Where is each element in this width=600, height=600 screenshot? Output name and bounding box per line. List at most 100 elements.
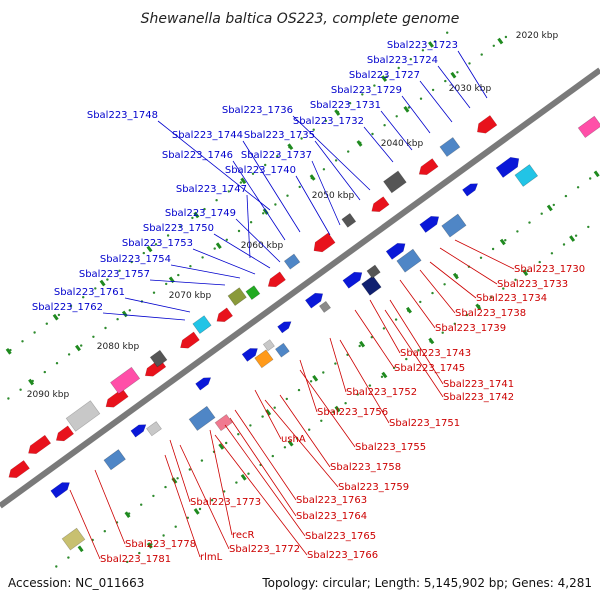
gene-label-reverse[interactable]: Sbal223_1765 [305, 531, 376, 542]
gene-label-reverse[interactable]: Sbal223_1778 [125, 539, 196, 550]
gene-label-reverse[interactable]: rlmL [200, 552, 223, 563]
gene-arrow[interactable] [50, 482, 70, 499]
gene-label-forward[interactable]: Sbal223_1724 [367, 55, 438, 66]
gene-arrow[interactable] [130, 424, 147, 438]
gene-block[interactable] [227, 287, 247, 306]
gene-block[interactable] [262, 339, 275, 352]
gene-label-forward[interactable]: Sbal223_1729 [331, 85, 402, 96]
gene-label-reverse[interactable]: Sbal223_1751 [389, 418, 460, 429]
track-dot [538, 260, 541, 264]
leader-line [169, 439, 191, 503]
gene-block[interactable] [103, 449, 126, 471]
gene-arrow[interactable] [462, 183, 479, 197]
gene-arrow[interactable] [418, 158, 439, 176]
gene-label-reverse[interactable]: Sbal223_1741 [443, 379, 514, 390]
gene-block[interactable] [110, 366, 141, 395]
gene-arrow[interactable] [8, 460, 30, 479]
gene-label-reverse[interactable]: Sbal223_1755 [355, 442, 426, 453]
gene-label-reverse[interactable]: Sbal223_1772 [229, 544, 300, 555]
gene-arrow[interactable] [180, 331, 200, 349]
gene-arrow[interactable] [216, 307, 234, 323]
gene-label-reverse[interactable]: Sbal223_1745 [394, 363, 465, 374]
gene-arrow[interactable] [371, 196, 390, 212]
gene-arrow[interactable] [313, 232, 336, 253]
gene-arrow[interactable] [495, 157, 520, 178]
gene-label-forward[interactable]: Sbal223_1740 [225, 165, 296, 176]
leader-line [224, 424, 306, 537]
gene-label-reverse[interactable]: Sbal223_1759 [338, 482, 409, 493]
gene-label-reverse[interactable]: Sbal223_1764 [296, 511, 367, 522]
gene-arrow[interactable] [304, 292, 324, 309]
gene-block[interactable] [188, 405, 216, 431]
gene-arrow[interactable] [477, 115, 498, 134]
gene-label-forward[interactable]: Sbal223_1735 [244, 130, 315, 141]
gene-block[interactable] [396, 248, 422, 273]
gene-block[interactable] [283, 253, 301, 270]
gene-label-reverse[interactable]: Sbal223_1733 [497, 279, 568, 290]
gene-label-forward[interactable]: Sbal223_1750 [143, 223, 214, 234]
gene-label-forward[interactable]: Sbal223_1744 [172, 130, 243, 141]
gene-block[interactable] [149, 349, 168, 368]
gene-block[interactable] [383, 170, 407, 194]
gene-label-forward[interactable]: Sbal223_1747 [176, 184, 247, 195]
gene-label-forward[interactable]: Sbal223_1723 [387, 40, 458, 51]
gene-arrow[interactable] [195, 377, 212, 391]
gene-label-forward[interactable]: Sbal223_1757 [79, 269, 150, 280]
gene-label-forward[interactable]: Sbal223_1727 [349, 70, 420, 81]
gene-block[interactable] [361, 275, 382, 296]
gene-label-reverse[interactable]: Sbal223_1758 [330, 462, 401, 473]
gene-arrow[interactable] [385, 242, 406, 260]
gene-block[interactable] [214, 414, 233, 432]
gene-label-forward[interactable]: Sbal223_1748 [87, 110, 158, 121]
gene-arrow[interactable] [342, 271, 363, 289]
gene-label-forward[interactable]: Sbal223_1731 [310, 100, 381, 111]
gene-block[interactable] [577, 115, 600, 139]
gene-label-forward[interactable]: Sbal223_1754 [100, 254, 171, 265]
gene-label-reverse[interactable]: Sbal223_1773 [190, 497, 261, 508]
gene-label-reverse[interactable]: ushA [281, 434, 306, 445]
gene-block[interactable] [65, 400, 101, 432]
gene-block[interactable] [254, 349, 274, 369]
gene-label-forward[interactable]: Sbal223_1761 [54, 287, 125, 298]
gene-block[interactable] [274, 342, 290, 358]
gene-label-reverse[interactable]: Sbal223_1730 [514, 264, 585, 275]
gene-label-forward[interactable]: Sbal223_1736 [222, 105, 293, 116]
gene-label-reverse[interactable]: Sbal223_1739 [435, 323, 506, 334]
gene-label-forward[interactable]: Sbal223_1746 [162, 150, 233, 161]
gene-label-reverse[interactable]: Sbal223_1752 [346, 387, 417, 398]
track-dot [348, 102, 352, 105]
gene-label-reverse[interactable]: Sbal223_1756 [317, 407, 388, 418]
track-dot [371, 132, 374, 136]
kbp-tick [312, 374, 319, 382]
gene-label-forward[interactable]: Sbal223_1737 [241, 150, 312, 161]
gene-arrow[interactable] [267, 271, 286, 288]
gene-label-forward[interactable]: Sbal223_1753 [122, 238, 193, 249]
gene-arrow[interactable] [277, 321, 292, 334]
gene-label-forward[interactable]: Sbal223_1732 [293, 116, 364, 127]
gene-arrow[interactable] [241, 348, 258, 362]
gene-label-forward[interactable]: Sbal223_1762 [32, 302, 103, 313]
gene-block[interactable] [514, 164, 539, 187]
gene-block[interactable] [439, 137, 461, 157]
gene-block[interactable] [441, 213, 467, 238]
gene-label-reverse[interactable]: Sbal223_1738 [455, 308, 526, 319]
gene-block[interactable] [341, 212, 357, 228]
gene-label-reverse[interactable]: recR [232, 530, 255, 541]
gene-arrow[interactable] [28, 434, 52, 454]
gene-label-reverse[interactable]: Sbal223_1742 [443, 392, 514, 403]
kbp-tick [215, 242, 222, 250]
gene-label-reverse[interactable]: Sbal223_1781 [100, 554, 171, 565]
gene-label-reverse[interactable]: Sbal223_1743 [400, 348, 471, 359]
gene-block[interactable] [192, 315, 212, 334]
gene-arrow[interactable] [55, 425, 75, 442]
gene-label-forward[interactable]: Sbal223_1749 [165, 208, 236, 219]
gene-block[interactable] [245, 285, 261, 301]
gene-label-reverse[interactable]: Sbal223_1766 [307, 550, 378, 561]
gene-label-reverse[interactable]: Sbal223_1734 [476, 293, 547, 304]
gene-arrow[interactable] [419, 216, 440, 233]
gene-block[interactable] [318, 300, 332, 313]
gene-block[interactable] [146, 421, 162, 437]
gene-block[interactable] [366, 264, 381, 279]
gene-block[interactable] [61, 527, 86, 551]
gene-label-reverse[interactable]: Sbal223_1763 [296, 495, 367, 506]
